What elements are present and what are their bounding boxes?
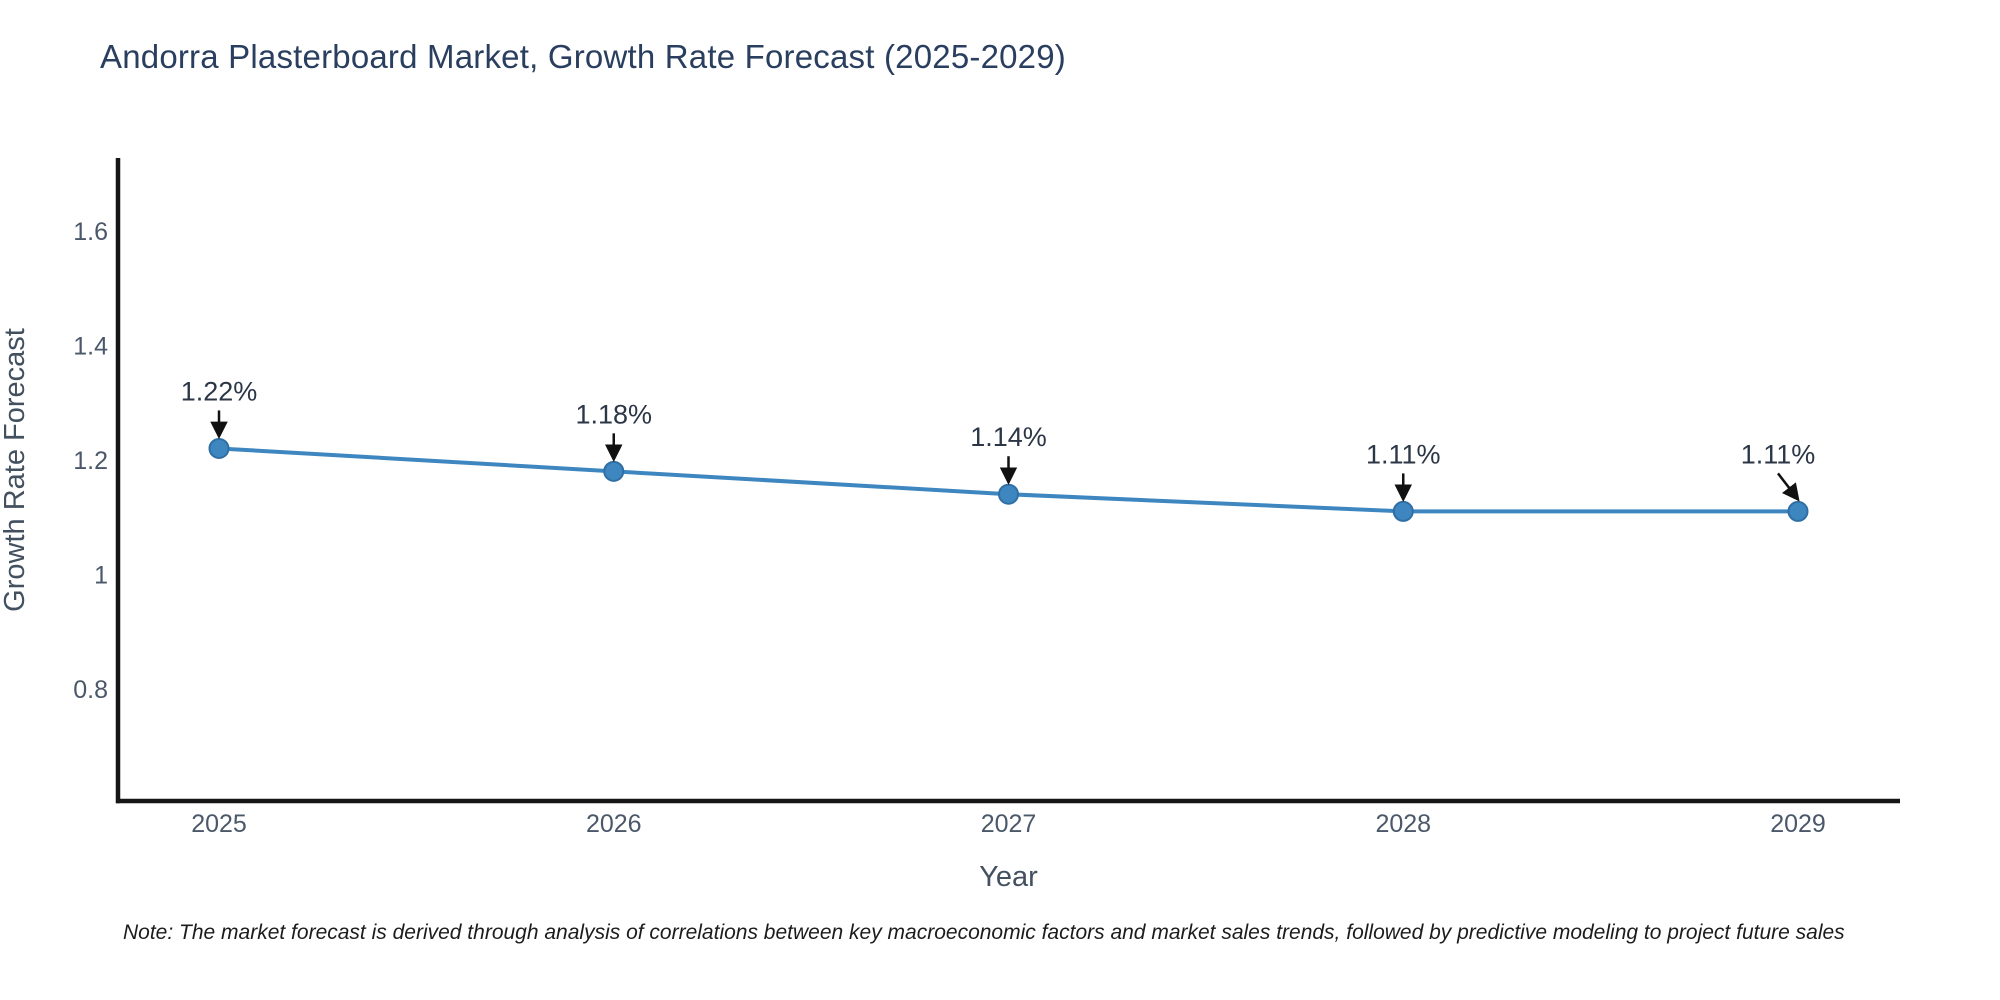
chart-title: Andorra Plasterboard Market, Growth Rate… (100, 38, 1066, 75)
y-tick-label: 0.8 (73, 676, 108, 704)
point-annotation-label: 1.11% (1741, 439, 1816, 469)
data-point-marker[interactable] (1392, 500, 1414, 522)
x-axis-title: Year (979, 861, 1038, 893)
point-annotation-label: 1.14% (970, 422, 1047, 452)
x-tick-label: 2027 (981, 810, 1037, 838)
y-tick-label: 1.6 (73, 218, 108, 246)
x-tick-label: 2029 (1770, 810, 1826, 838)
data-point-marker[interactable] (998, 483, 1019, 505)
x-tick-label: 2026 (586, 810, 642, 838)
footnote: Note: The market forecast is derived thr… (123, 921, 1845, 944)
y-tick-label: 1.2 (73, 447, 108, 475)
point-annotation-label: 1.22% (181, 376, 258, 406)
data-point-marker[interactable] (208, 437, 230, 459)
annotation-arrow (1777, 472, 1800, 502)
point-annotation-label: 1.11% (1366, 439, 1441, 469)
y-axis-title: Growth Rate Forecast (0, 328, 31, 612)
x-tick-label: 2025 (191, 810, 247, 838)
point-annotation-label: 1.18% (575, 399, 652, 429)
x-tick-label: 2028 (1375, 810, 1431, 838)
data-point-marker[interactable] (603, 460, 625, 482)
y-tick-label: 1 (94, 561, 108, 589)
y-tick-label: 1.4 (73, 332, 108, 360)
data-point-marker[interactable] (1787, 500, 1809, 522)
